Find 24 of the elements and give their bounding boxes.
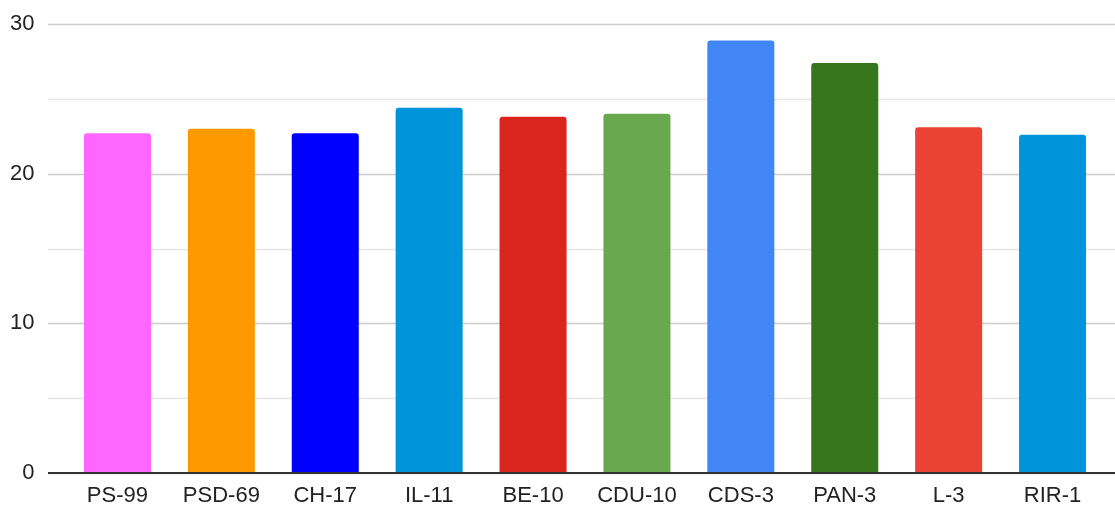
- bar: [83, 133, 151, 473]
- y-tick-label: 0: [22, 459, 35, 485]
- x-tick-label: CH-17: [293, 482, 358, 508]
- bar: [395, 107, 463, 473]
- bar: [1019, 134, 1087, 473]
- y-tick-label: 10: [10, 309, 35, 335]
- bar: [499, 116, 567, 473]
- bar: [707, 40, 775, 473]
- bar: [915, 127, 983, 473]
- x-tick-label: PAN-3: [813, 482, 877, 508]
- x-tick-label: RIR-1: [1023, 482, 1082, 508]
- y-tick-label: 30: [10, 10, 35, 36]
- x-tick-label: BE-10: [502, 482, 564, 508]
- x-tick-label: CDS-3: [707, 482, 774, 508]
- y-tick-label: 20: [10, 159, 35, 185]
- x-tick-label: PSD-69: [182, 482, 260, 508]
- x-tick-label: PS-99: [86, 482, 149, 508]
- x-tick-label: L-3: [932, 482, 965, 508]
- bar: [603, 113, 671, 473]
- bar: [811, 62, 879, 473]
- x-tick-label: IL-11: [404, 482, 454, 508]
- x-tick-label: CDU-10: [597, 482, 677, 508]
- bar: [187, 128, 255, 473]
- bar: [291, 133, 359, 473]
